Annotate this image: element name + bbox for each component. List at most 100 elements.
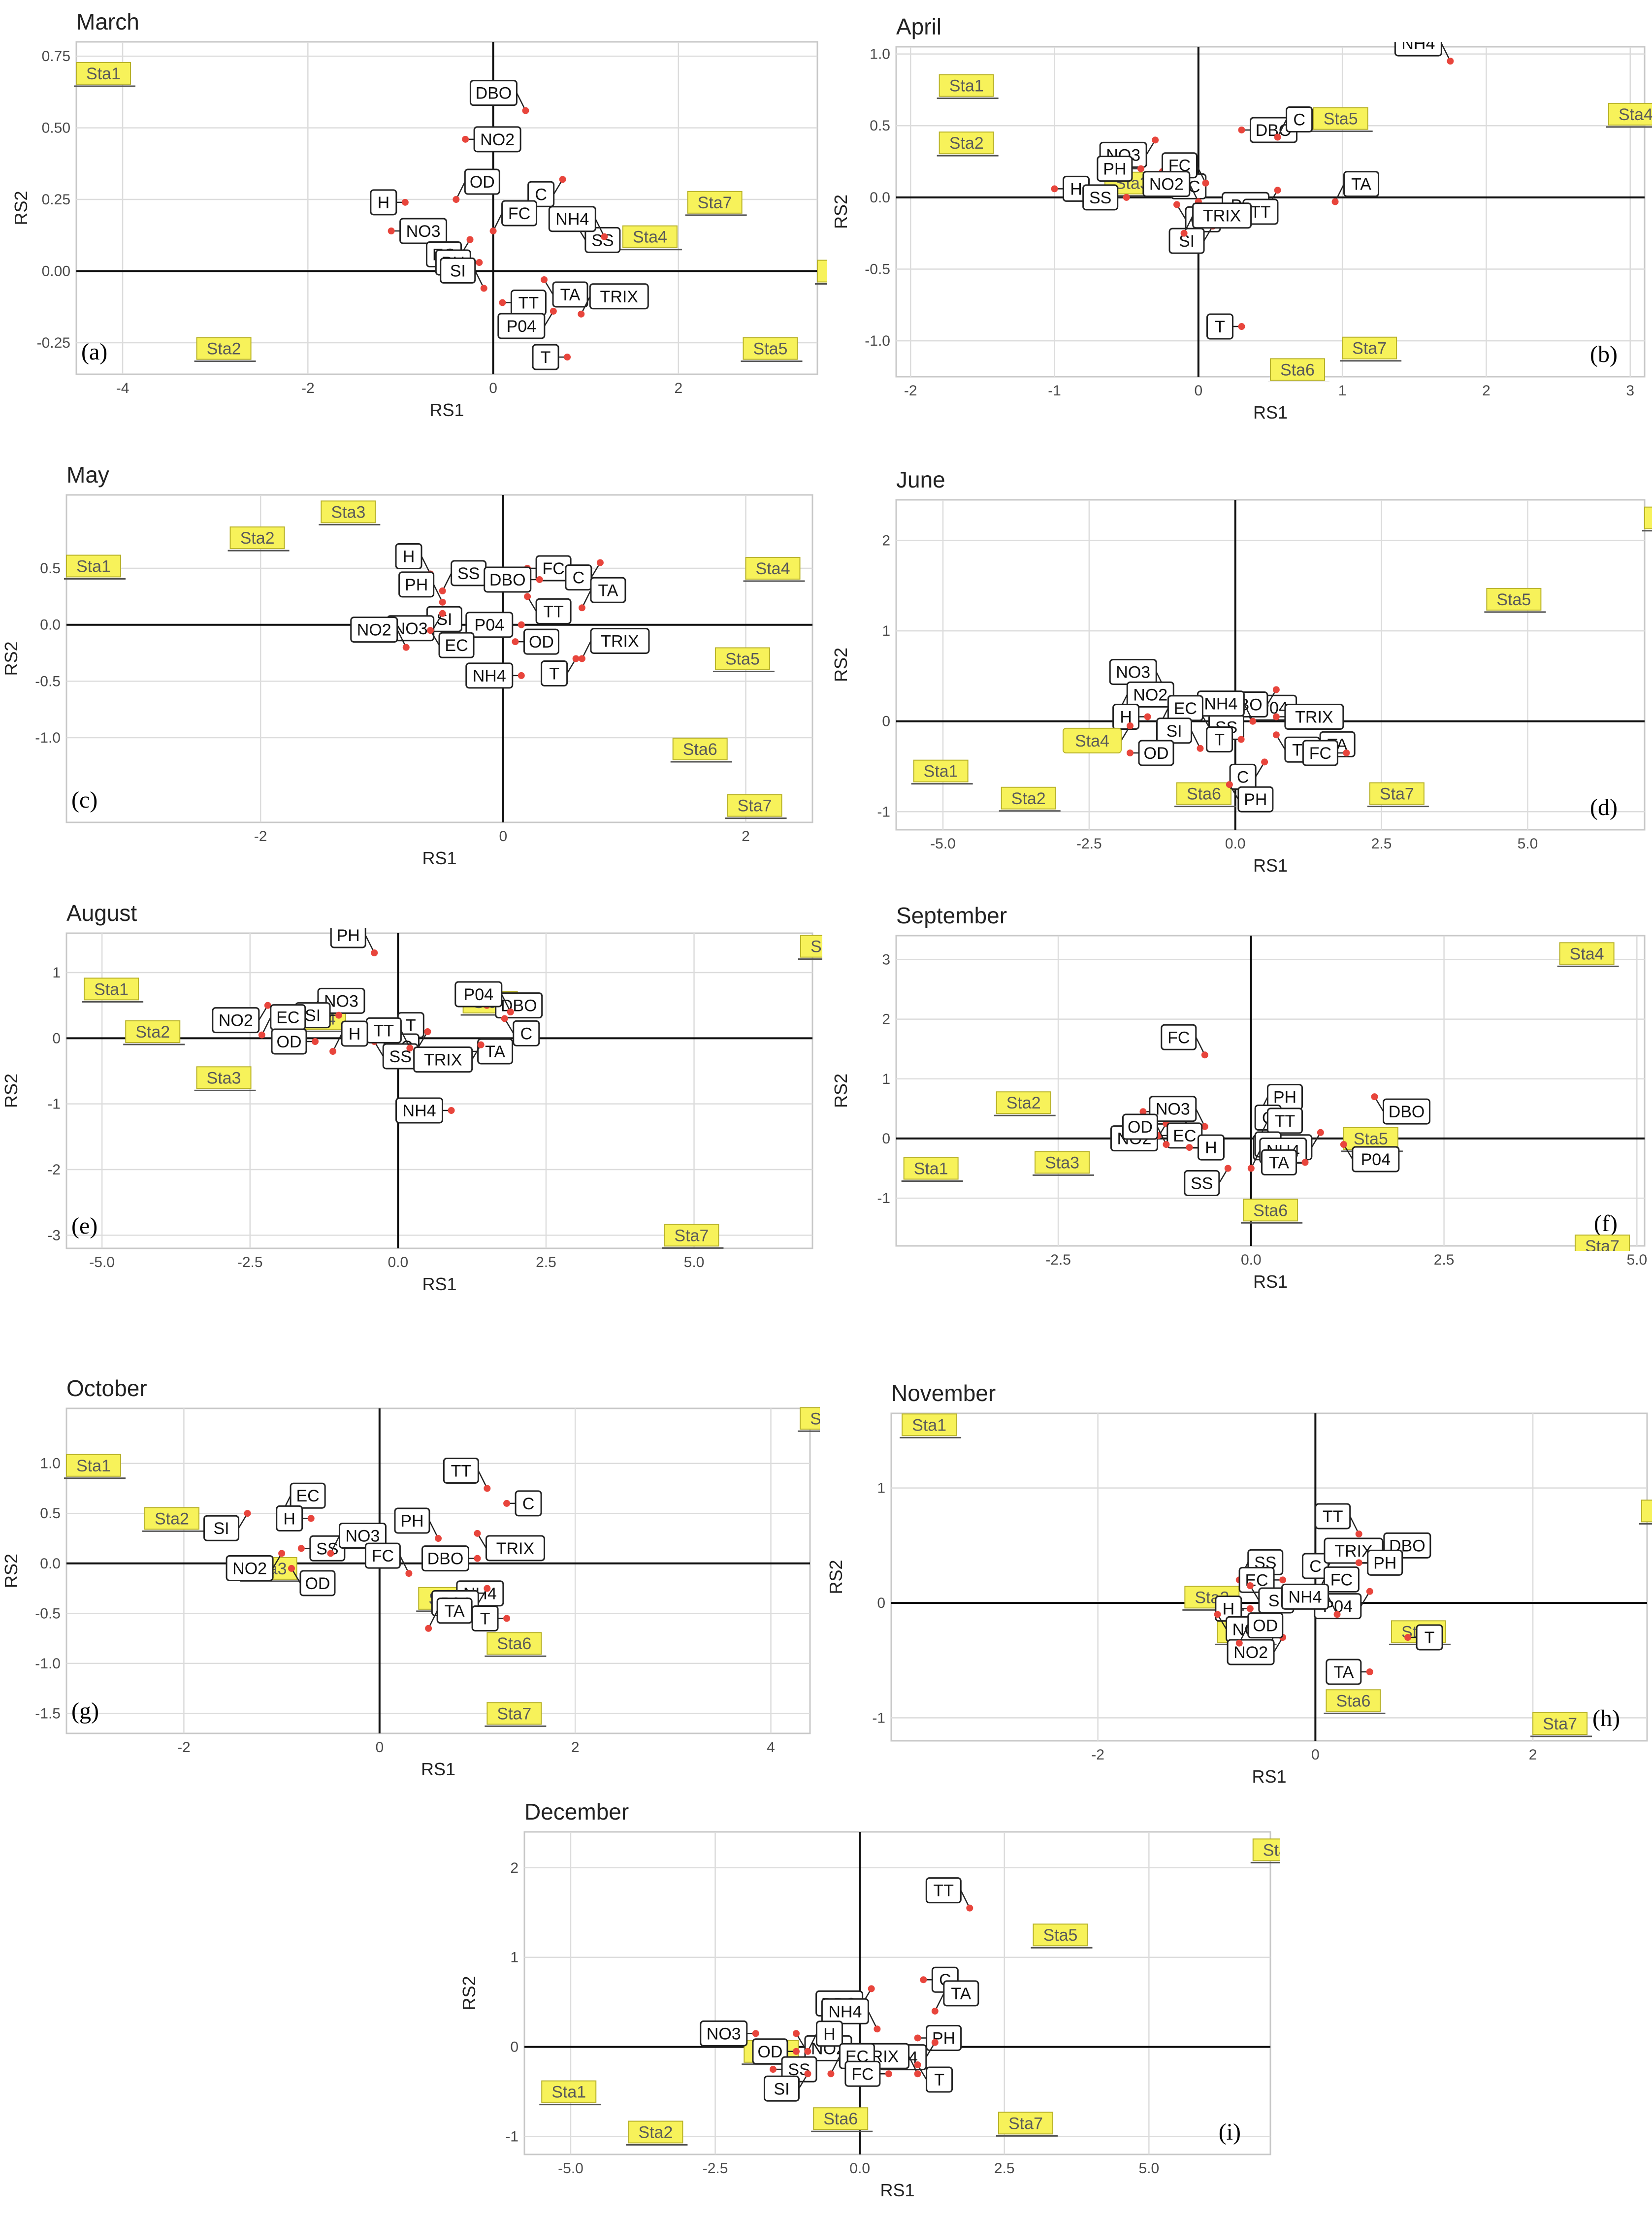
variable-box [1126, 681, 1174, 708]
x-tick-label: 5.0 [1518, 836, 1538, 852]
variable-marker [484, 1485, 491, 1492]
y-tick-label: 0 [882, 1131, 890, 1147]
variable-marker [503, 1499, 511, 1507]
station-text: Sta5 [1324, 110, 1358, 129]
variable-marker [1226, 781, 1233, 788]
variable-box [299, 1570, 336, 1597]
variable-point: C [527, 176, 566, 207]
variable-box [394, 1507, 430, 1534]
variable-point: C [1274, 106, 1313, 141]
x-axis-title: RS1 [422, 1274, 456, 1294]
variable-marker [329, 1048, 337, 1055]
variable-point: EC [427, 627, 475, 658]
station-label: Sta1 [901, 1157, 963, 1182]
variable-marker [1355, 1531, 1362, 1537]
x-tick-label: 4 [767, 1739, 775, 1756]
plot-contents: Sta1Sta2Sta3Sta4Sta5Sta6Sta7TTCSIECHTRIX… [64, 1407, 820, 1727]
variable-box [226, 1555, 274, 1581]
variable-marker [402, 644, 410, 651]
variable-text: FC [1309, 744, 1331, 763]
station-label: Sta4 [620, 225, 682, 251]
x-tick-label: 5.0 [684, 1254, 705, 1271]
variable-marker [541, 276, 548, 283]
station-box [229, 526, 285, 550]
y-tick-label: 1.0 [870, 46, 890, 63]
x-tick-label: 0 [1195, 383, 1203, 399]
plot-area [523, 1831, 1271, 2155]
variable-text: TRIX [1295, 708, 1333, 727]
variable-text: NO3 [1116, 663, 1150, 682]
plot-contents: Sta1Sta2Sta3Sta4Sta5Sta6Sta7TTCDBOTANO3N… [539, 1838, 1280, 2146]
station-text: Sta6 [1336, 1692, 1370, 1710]
variable-box [469, 80, 518, 106]
y-tick-label: 1 [510, 1950, 518, 1966]
variable-box [1197, 1134, 1225, 1161]
variable-box [815, 2020, 843, 2047]
variable-point: FC [524, 555, 572, 582]
station-text: Sta7 [1380, 785, 1414, 804]
variable-marker [804, 2048, 811, 2055]
station-box [672, 737, 728, 760]
station-box [1033, 1923, 1088, 1947]
variable-box [473, 126, 521, 153]
variable-point: C [1229, 758, 1268, 790]
variable-point: OD [1235, 1612, 1284, 1647]
station-label: Sta1 [539, 2080, 601, 2106]
variable-box [523, 628, 559, 655]
y-tick-label: 0.0 [40, 617, 61, 633]
x-tick-label: 0 [499, 828, 507, 845]
y-tick-label: 0 [52, 1030, 61, 1046]
x-tick-label: -2 [177, 1739, 191, 1756]
station-box [628, 2120, 683, 2144]
variable-text: TT [374, 1021, 394, 1040]
variable-point: OD [453, 168, 500, 203]
station-box [1176, 782, 1231, 805]
station-box [714, 647, 770, 670]
chart-panel-november: -202-101RS1RS2November(h)Sta1Sta2Sta3Sta… [826, 1380, 1652, 1787]
x-tick-label: 2 [742, 828, 750, 845]
chart-title: August [66, 900, 137, 926]
variable-box [1315, 1503, 1351, 1530]
variable-box [212, 1007, 260, 1034]
variable-box [590, 577, 626, 603]
station-box [1001, 786, 1056, 810]
variable-point: DBO [1371, 1093, 1431, 1125]
x-tick-label: 5.0 [1626, 1252, 1647, 1268]
station-label: Sta5 [1484, 587, 1546, 613]
station-label: Sta4 [1557, 942, 1619, 967]
plot-contents: Sta1Sta2Sta3Sta4Sta5Sta6Sta7PHDBONO2NO3S… [82, 926, 822, 1249]
variable-box [497, 313, 546, 339]
chart-panel-april: -2 -1 0 1 2 3 -1.0 -0.5 0.0 0.5 1.0 RS1 RS2 April (b) S… [831, 14, 1652, 423]
variable-point: NH4 [821, 1998, 881, 2033]
variable-point: TT [365, 1017, 414, 1052]
variable-marker [507, 1009, 514, 1015]
chart-title: March [76, 9, 139, 34]
variable-text: C [520, 1024, 532, 1043]
variable-text: SI [774, 2080, 789, 2098]
variable-marker [1331, 198, 1339, 205]
variable-marker [406, 1044, 414, 1052]
variable-box [541, 660, 568, 686]
x-axis-title: RS1 [422, 848, 456, 868]
y-axis-title: RS2 [1, 641, 21, 676]
variable-marker [371, 949, 378, 956]
variable-point: NO2 [462, 126, 521, 153]
variable-box [1142, 171, 1191, 197]
variable-text: T [549, 665, 559, 684]
variable-marker [1246, 1582, 1254, 1589]
variable-text: TA [560, 286, 581, 304]
variable-box [513, 1020, 540, 1046]
station-text: Sta7 [1008, 2114, 1043, 2133]
variable-marker [503, 1615, 511, 1622]
chart-title: April [896, 14, 941, 39]
variable-point: P04 [454, 981, 514, 1015]
variable-box [1367, 1549, 1403, 1576]
y-tick-label: -1.0 [35, 730, 61, 746]
variable-marker [1340, 1141, 1347, 1148]
variable-box [1383, 1098, 1431, 1125]
y-tick-label: -3 [47, 1227, 61, 1243]
station-box [1641, 1499, 1652, 1523]
variable-text: PH [337, 926, 360, 945]
station-text: Sta2 [1011, 789, 1046, 808]
